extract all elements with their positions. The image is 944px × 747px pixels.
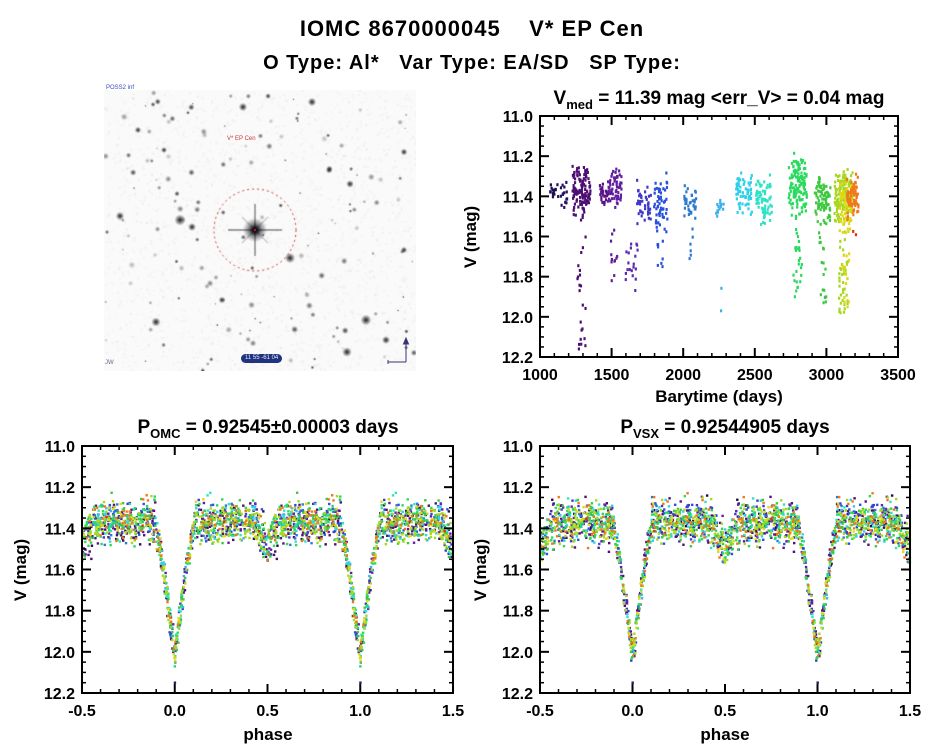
corner-label: JW <box>105 360 114 366</box>
svg-text:11.6: 11.6 <box>45 563 75 580</box>
svg-text:2000: 2000 <box>665 367 701 384</box>
svg-text:12.2: 12.2 <box>44 686 75 703</box>
svg-text:0.5: 0.5 <box>256 703 278 720</box>
phase-plot-vsx: PVSX = 0.92544905 days phase V (mag) -0.… <box>471 417 921 744</box>
data-points <box>538 492 912 684</box>
svg-text:1.0: 1.0 <box>349 703 371 720</box>
target-name-label: V* EP Cen <box>227 136 256 142</box>
plot-title: POMC = 0.92545±0.00003 days <box>137 417 398 441</box>
svg-text:0.0: 0.0 <box>164 703 186 720</box>
y-axis-label: V (mag) <box>471 539 490 601</box>
data-points <box>549 151 860 351</box>
data-points <box>81 491 455 684</box>
svg-text:3000: 3000 <box>809 367 845 384</box>
phase-plot-omc: POMC = 0.92545±0.00003 days phase V (mag… <box>11 417 464 744</box>
svg-text:11.8: 11.8 <box>503 270 533 287</box>
svg-text:11.8: 11.8 <box>45 604 75 621</box>
svg-text:12.0: 12.0 <box>44 645 75 662</box>
x-axis-label: phase <box>700 725 749 744</box>
time-series-plot: Vmed = 11.39 mag <err_V> = 0.04 mag Bary… <box>461 88 916 406</box>
svg-text:1500: 1500 <box>594 367 630 384</box>
compass-icon <box>387 336 410 364</box>
y-axis-label: V (mag) <box>11 539 30 601</box>
svg-text:11.4: 11.4 <box>503 189 533 206</box>
coords-pill: 11 55 -61 04 <box>241 354 283 363</box>
finder-chart-image <box>104 90 416 371</box>
svg-text:12.0: 12.0 <box>502 310 533 327</box>
plot-title: PVSX = 0.92544905 days <box>620 417 829 441</box>
svg-text:-0.5: -0.5 <box>68 703 96 720</box>
svg-text:1.5: 1.5 <box>442 703 464 720</box>
svg-text:2500: 2500 <box>737 367 773 384</box>
x-axis-label: Barytime (days) <box>655 387 783 406</box>
svg-text:3500: 3500 <box>880 367 916 384</box>
plot-axes: -0.5 0.0 0.5 1.0 1.5 11.0 11.2 11.4 11.6 11.8 12.0… <box>44 439 464 720</box>
svg-text:1000: 1000 <box>522 367 558 384</box>
x-axis-label: phase <box>243 725 292 744</box>
survey-label: POSS2 inf <box>106 85 135 91</box>
svg-text:11.0: 11.0 <box>503 109 533 126</box>
page-subtitle: O Type: Al* Var Type: EA/SD SP Type: <box>263 52 681 74</box>
svg-text:11.2: 11.2 <box>45 480 75 497</box>
y-axis-label: V (mag) <box>461 206 480 268</box>
svg-text:11.4: 11.4 <box>45 521 75 538</box>
plot-axes: -0.5 0.0 0.5 1.0 1.511.011.211.411.611.812.0… <box>502 439 921 720</box>
svg-text:11.2: 11.2 <box>503 149 533 166</box>
page-title: IOMC 8670000045 V* EP Cen <box>299 16 645 41</box>
svg-text:11.0: 11.0 <box>45 439 75 456</box>
plot-title: Vmed = 11.39 mag <err_V> = 0.04 mag <box>554 88 885 112</box>
svg-text:12.2: 12.2 <box>502 350 533 367</box>
svg-text:11.6: 11.6 <box>503 230 533 247</box>
plot-axes: 1000 1500 2000 2500 3000 3500 11.0 11.2 11.4 11.6… <box>502 109 916 384</box>
